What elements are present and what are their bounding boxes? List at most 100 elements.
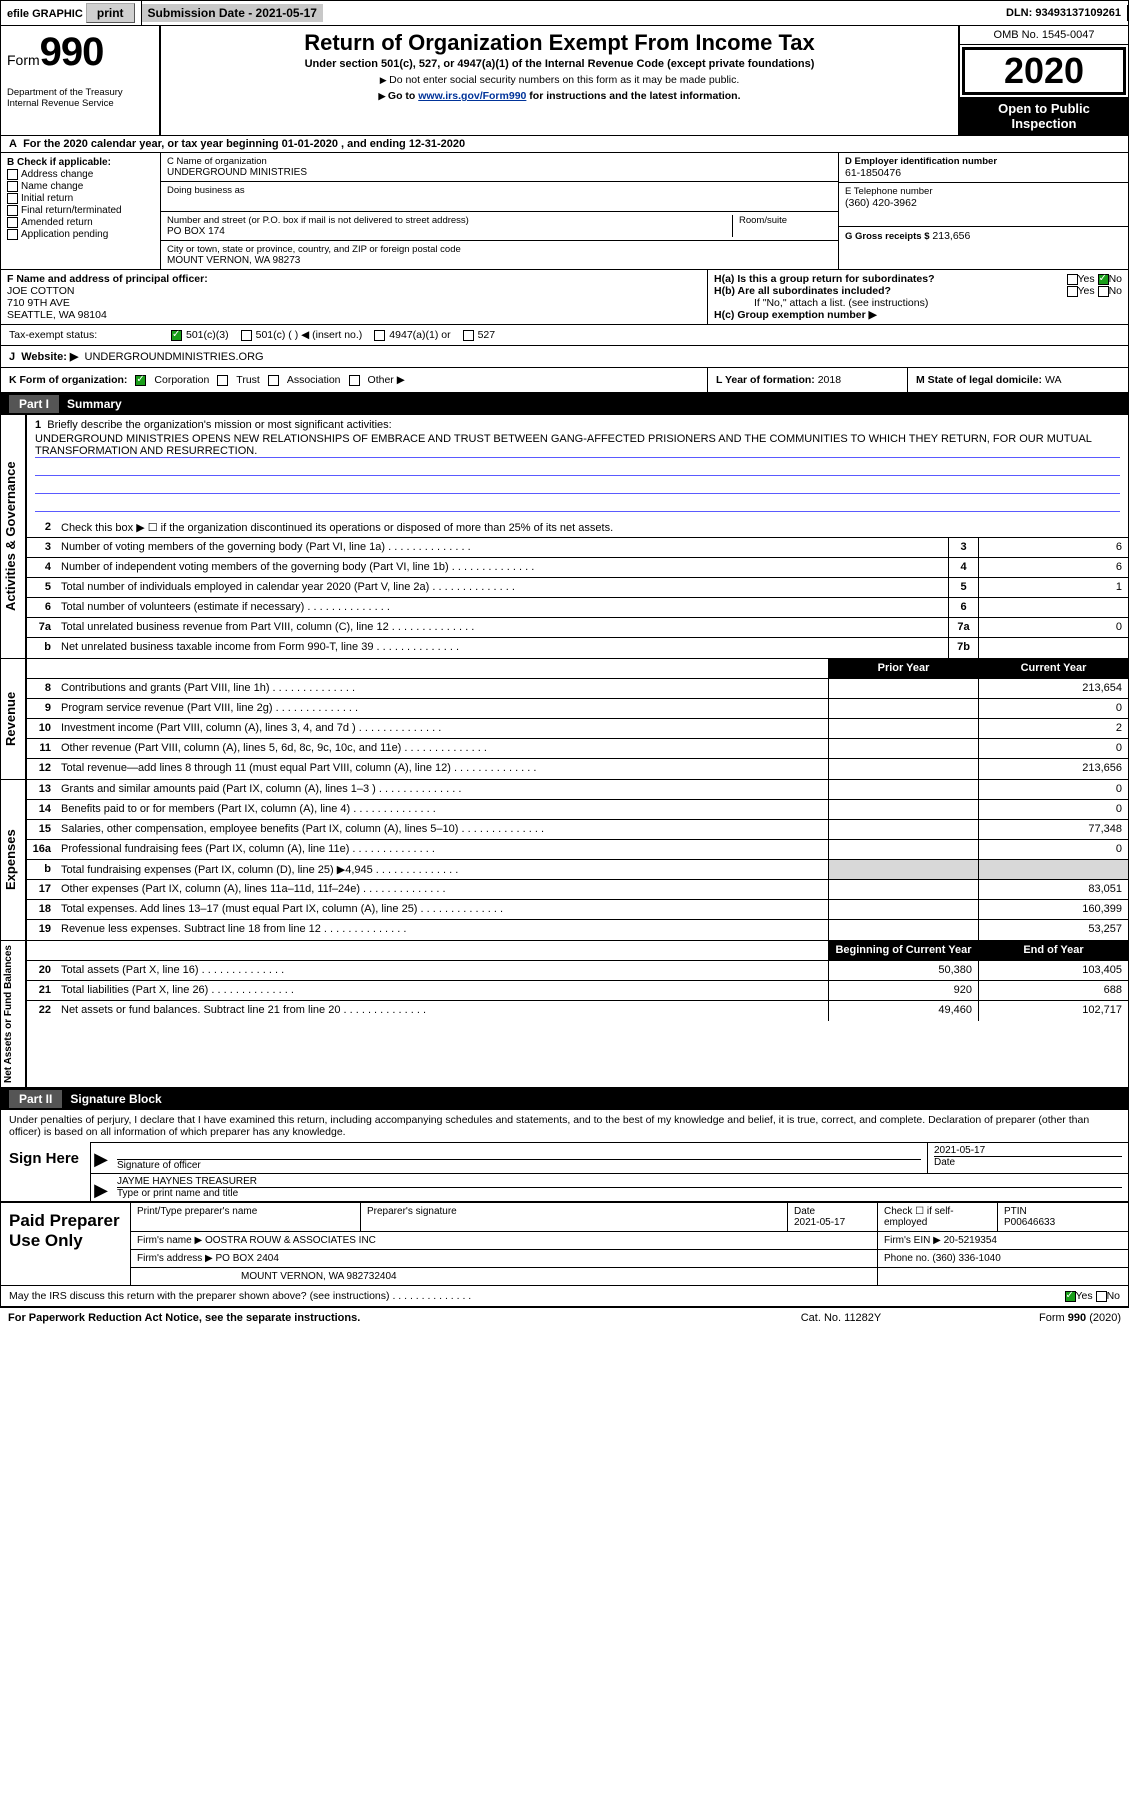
omb-number: OMB No. 1545-0047 bbox=[960, 26, 1128, 45]
chk-initial-return[interactable]: Initial return bbox=[21, 193, 73, 204]
form990-link[interactable]: www.irs.gov/Form990 bbox=[418, 90, 526, 102]
form-subtitle3: Go to www.irs.gov/Form990 for instructio… bbox=[169, 90, 950, 102]
firm-ein: 20-5219354 bbox=[944, 1235, 997, 1246]
sign-here-label: Sign Here bbox=[1, 1142, 91, 1201]
org-name-label: C Name of organization bbox=[167, 156, 832, 167]
officer-addr2: SEATTLE, WA 98104 bbox=[7, 309, 701, 321]
hb-note: If "No," attach a list. (see instruction… bbox=[714, 297, 1122, 309]
chk-501c[interactable] bbox=[241, 330, 252, 341]
header-right: OMB No. 1545-0047 2020 Open to Public In… bbox=[958, 26, 1128, 135]
line-10: 10Investment income (Part VIII, column (… bbox=[27, 719, 1128, 739]
part1-header: Part ISummary bbox=[0, 393, 1129, 415]
org-name: UNDERGROUND MINISTRIES bbox=[167, 167, 832, 178]
form-number: 990 bbox=[40, 30, 104, 75]
line-6: 6Total number of volunteers (estimate if… bbox=[27, 598, 1128, 618]
sig-officer-label: Signature of officer bbox=[117, 1159, 921, 1171]
col-begin-year: Beginning of Current Year bbox=[828, 941, 978, 960]
tel-value: (360) 420-3962 bbox=[845, 197, 1122, 209]
prep-date: 2021-05-17 bbox=[794, 1217, 845, 1228]
line-5: 5Total number of individuals employed in… bbox=[27, 578, 1128, 598]
box-m: M State of legal domicile: WA bbox=[908, 368, 1128, 392]
open-to-public: Open to Public Inspection bbox=[960, 97, 1128, 135]
website-label: Website: ▶ bbox=[21, 351, 78, 363]
row-a-period: A For the 2020 calendar year, or tax yea… bbox=[0, 136, 1129, 153]
line-b: bNet unrelated business taxable income f… bbox=[27, 638, 1128, 658]
col-prior-year: Prior Year bbox=[828, 659, 978, 678]
fh-row: F Name and address of principal officer:… bbox=[0, 270, 1129, 325]
city-value: MOUNT VERNON, WA 98273 bbox=[167, 255, 832, 266]
chk-amended[interactable]: Amended return bbox=[21, 217, 93, 228]
chk-4947[interactable] bbox=[374, 330, 385, 341]
officer-label: F Name and address of principal officer: bbox=[7, 273, 701, 285]
vtab-activities: Activities & Governance bbox=[1, 415, 27, 658]
ptin-value: P00646633 bbox=[1004, 1217, 1055, 1228]
line-20: 20Total assets (Part X, line 16)50,38010… bbox=[27, 961, 1128, 981]
firm-addr1: PO BOX 2404 bbox=[216, 1253, 279, 1264]
line-11: 11Other revenue (Part VIII, column (A), … bbox=[27, 739, 1128, 759]
hc-label: H(c) Group exemption number ▶ bbox=[714, 309, 1122, 321]
print-button[interactable]: print bbox=[86, 3, 135, 23]
line-8: 8Contributions and grants (Part VIII, li… bbox=[27, 679, 1128, 699]
firm-addr2: MOUNT VERNON, WA 982732404 bbox=[131, 1268, 878, 1285]
section-revenue: Revenue Prior Year Current Year 8Contrib… bbox=[0, 659, 1129, 780]
line-17: 17Other expenses (Part IX, column (A), l… bbox=[27, 880, 1128, 900]
dept-label: Department of the Treasury Internal Reve… bbox=[7, 87, 153, 109]
goto-post: for instructions and the latest informat… bbox=[526, 90, 740, 102]
sig-date-label: Date bbox=[934, 1156, 1122, 1168]
chk-527[interactable] bbox=[463, 330, 474, 341]
col-end-year: End of Year bbox=[978, 941, 1128, 960]
chk-trust[interactable] bbox=[217, 375, 228, 386]
ein-value: 61-1850476 bbox=[845, 167, 1122, 179]
footer-mid: Cat. No. 11282Y bbox=[741, 1312, 941, 1324]
line-19: 19Revenue less expenses. Subtract line 1… bbox=[27, 920, 1128, 940]
tax-exempt-row: Tax-exempt status: 501(c)(3) 501(c) ( ) … bbox=[0, 325, 1129, 346]
address-block: B Check if applicable: Address change Na… bbox=[0, 153, 1129, 270]
line-15: 15Salaries, other compensation, employee… bbox=[27, 820, 1128, 840]
line-13: 13Grants and similar amounts paid (Part … bbox=[27, 780, 1128, 800]
chk-discuss-no[interactable] bbox=[1096, 1291, 1107, 1302]
header-mid: Return of Organization Exempt From Incom… bbox=[161, 26, 958, 135]
paid-preparer: Paid Preparer Use Only Print/Type prepar… bbox=[1, 1201, 1128, 1285]
chk-other[interactable] bbox=[349, 375, 360, 386]
officer-addr1: 710 9TH AVE bbox=[7, 297, 701, 309]
line-3: 3Number of voting members of the governi… bbox=[27, 538, 1128, 558]
line-b: bTotal fundraising expenses (Part IX, co… bbox=[27, 860, 1128, 880]
line-7a: 7aTotal unrelated business revenue from … bbox=[27, 618, 1128, 638]
box-k: K Form of organization: Corporation Trus… bbox=[1, 368, 708, 392]
tel-label: E Telephone number bbox=[845, 186, 1122, 197]
form-subtitle2: Do not enter social security numbers on … bbox=[169, 74, 950, 86]
chk-assoc[interactable] bbox=[268, 375, 279, 386]
tax-year: 2020 bbox=[962, 47, 1126, 95]
firm-phone: (360) 336-1040 bbox=[932, 1253, 1000, 1264]
hb-label: H(b) Are all subordinates included? bbox=[714, 285, 891, 297]
line-9: 9Program service revenue (Part VIII, lin… bbox=[27, 699, 1128, 719]
footer-left: For Paperwork Reduction Act Notice, see … bbox=[8, 1312, 741, 1324]
page-footer: For Paperwork Reduction Act Notice, see … bbox=[0, 1307, 1129, 1328]
header-left: Form 990 Department of the Treasury Inte… bbox=[1, 26, 161, 135]
chk-final-return[interactable]: Final return/terminated bbox=[21, 205, 122, 216]
room-label: Room/suite bbox=[739, 215, 832, 226]
part2-header: Part IISignature Block bbox=[0, 1088, 1129, 1110]
ein-label: D Employer identification number bbox=[845, 156, 1122, 167]
chk-discuss-yes[interactable] bbox=[1065, 1291, 1076, 1302]
line-4: 4Number of independent voting members of… bbox=[27, 558, 1128, 578]
box-d: D Employer identification number 61-1850… bbox=[838, 153, 1128, 269]
vtab-netassets: Net Assets or Fund Balances bbox=[1, 941, 27, 1087]
vtab-expenses: Expenses bbox=[1, 780, 27, 940]
col-current-year: Current Year bbox=[978, 659, 1128, 678]
section-activities: Activities & Governance 1 Briefly descri… bbox=[0, 415, 1129, 659]
box-h: H(a) Is this a group return for subordin… bbox=[708, 270, 1128, 324]
chk-501c3[interactable] bbox=[171, 330, 182, 341]
gross-label: G Gross receipts $ bbox=[845, 231, 929, 242]
chk-app-pending[interactable]: Application pending bbox=[21, 229, 108, 240]
goto-pre: Go to bbox=[388, 90, 418, 102]
chk-name-change[interactable]: Name change bbox=[21, 181, 83, 192]
line-22: 22Net assets or fund balances. Subtract … bbox=[27, 1001, 1128, 1021]
vtab-revenue: Revenue bbox=[1, 659, 27, 779]
chk-corp[interactable] bbox=[135, 375, 146, 386]
signature-block: Under penalties of perjury, I declare th… bbox=[0, 1110, 1129, 1307]
chk-address-change[interactable]: Address change bbox=[21, 169, 93, 180]
form-word: Form bbox=[7, 52, 40, 68]
form-header: Form 990 Department of the Treasury Inte… bbox=[0, 26, 1129, 136]
line-2: Check this box ▶ ☐ if the organization d… bbox=[57, 518, 1128, 537]
